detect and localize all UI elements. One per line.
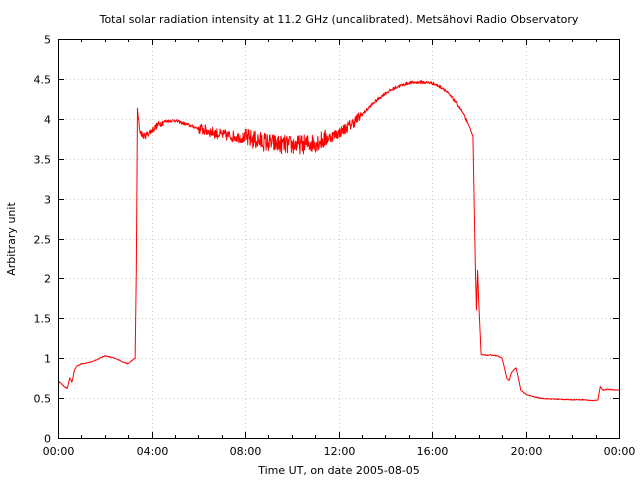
x-tick-label: 00:00: [604, 445, 636, 458]
axis-ticks: 0 0.5 1 1.5 2 2.5 3 3.5 4 4.5 5 00:00 04:00 08:00 12:0…: [34, 34, 636, 459]
y-tick-label: 4: [44, 114, 51, 127]
y-tick-label: 0: [44, 433, 51, 446]
y-tick-label: 1.5: [34, 313, 52, 326]
y-tick-label: 2: [44, 273, 51, 286]
chart-title: Total solar radiation intensity at 11.2 …: [99, 13, 579, 26]
y-tick-label: 3: [44, 194, 51, 207]
x-tick-label: 04:00: [137, 445, 169, 458]
x-tick-label: 20:00: [511, 445, 543, 458]
x-tick-label: 00:00: [43, 445, 75, 458]
x-axis-label: Time UT, on date 2005-08-05: [257, 464, 420, 477]
y-tick-label: 2.5: [34, 234, 52, 247]
y-tick-label: 0.5: [34, 393, 52, 406]
x-tick-label: 16:00: [417, 445, 449, 458]
y-tick-label: 5: [44, 34, 51, 47]
y-tick-label: 1: [44, 353, 51, 366]
y-axis-label: Arbitrary unit: [5, 202, 18, 276]
y-tick-label: 3.5: [34, 154, 52, 167]
grid: [58, 39, 619, 438]
x-tick-label: 08:00: [230, 445, 262, 458]
series-layer: [57, 80, 620, 402]
series-line: [57, 80, 620, 402]
y-tick-label: 4.5: [34, 74, 52, 87]
x-tick-label: 12:00: [324, 445, 356, 458]
